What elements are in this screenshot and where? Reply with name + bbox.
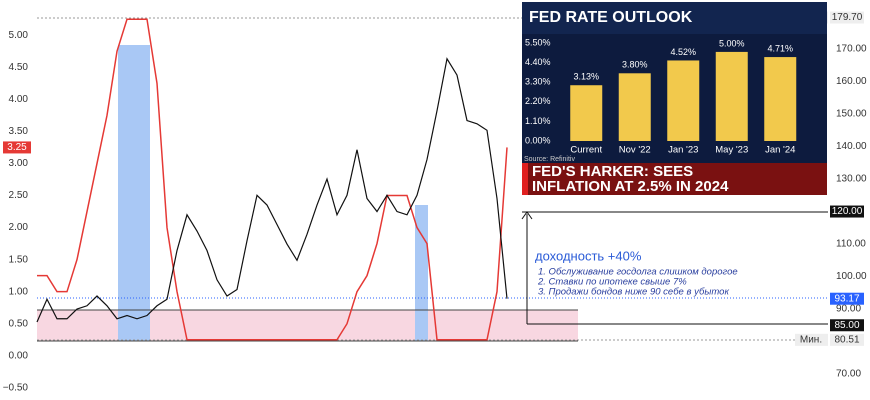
price-badge-label: 85.00 bbox=[834, 320, 859, 331]
y2-tick-label: 70.00 bbox=[836, 369, 861, 380]
inset-x-tick-label: Jan '24 bbox=[765, 145, 795, 156]
y-tick-label: 4.50 bbox=[9, 62, 29, 73]
price-badge-label: 120.00 bbox=[832, 206, 863, 217]
bar bbox=[570, 85, 603, 141]
price-badge bbox=[830, 319, 864, 332]
headline-line: FED'S HARKER: SEES bbox=[532, 163, 693, 180]
inset-source: Source: Refinitiv bbox=[524, 156, 575, 163]
inset-y-tick-label: 2.20% bbox=[525, 96, 551, 106]
y-tick-label: 1.00 bbox=[9, 286, 29, 297]
y2-tick-label: 150.00 bbox=[836, 109, 867, 120]
inset-header bbox=[522, 2, 827, 34]
bar bbox=[667, 60, 700, 141]
plot: −0.50 0.00 0.50 1.00 1.50 2.00 2.50 3.00 3.50 4.0… bbox=[3, 11, 867, 393]
rate-badge-label: 3.25 bbox=[7, 142, 27, 153]
rate-badge bbox=[3, 141, 31, 154]
y2-tick-label: 110.00 bbox=[836, 239, 866, 250]
price-tag-label: Мин. bbox=[800, 334, 822, 345]
inset-y-tick-label: 0.00% bbox=[525, 135, 551, 145]
series-line bbox=[37, 18, 508, 341]
bar-value-label: 4.71% bbox=[767, 43, 793, 53]
annotation-item: 2. Ставки по ипотеке свыше 7% bbox=[537, 277, 687, 288]
bar-value-label: 3.13% bbox=[573, 72, 599, 82]
y2-tick-label: 170.00 bbox=[836, 44, 867, 55]
y-tick-label: 0.50 bbox=[9, 318, 29, 329]
annotation-item: 1. Обслуживание госдолга слишком дорогое bbox=[538, 267, 738, 278]
inset-x-tick-label: Current bbox=[570, 145, 602, 156]
y2-tick-label: 90.00 bbox=[836, 304, 861, 315]
price-badge bbox=[830, 333, 864, 346]
y-tick-label: 3.50 bbox=[9, 126, 29, 137]
series-line bbox=[36, 57, 508, 323]
y-tick-label: 1.50 bbox=[9, 254, 29, 265]
price-badge-label: 179.70 bbox=[832, 12, 863, 23]
price-badge bbox=[830, 292, 864, 305]
inset-x-tick-label: May '23 bbox=[715, 145, 748, 156]
inset-y-tick-label: 1.10% bbox=[525, 116, 551, 126]
inset-y-tick-label: 4.40% bbox=[525, 57, 551, 67]
y-tick-label: −0.50 bbox=[3, 382, 29, 393]
inset-title: FED RATE OUTLOOK bbox=[529, 9, 693, 26]
arrow-head bbox=[521, 211, 533, 220]
inset-y-tick-label: 5.50% bbox=[525, 37, 551, 47]
price-tag bbox=[795, 333, 828, 346]
bar-value-label: 3.80% bbox=[622, 60, 648, 70]
price-badge-label: 80.51 bbox=[834, 334, 859, 345]
bar bbox=[764, 57, 797, 141]
blue-zone bbox=[118, 45, 150, 341]
inset-x-tick-label: Nov '22 bbox=[619, 145, 651, 156]
price-badge bbox=[830, 205, 864, 218]
y-tick-label: 0.00 bbox=[9, 350, 29, 361]
y-tick-label: 2.50 bbox=[9, 190, 29, 201]
y2-tick-label: 130.00 bbox=[836, 174, 867, 185]
inset-y-tick-label: 3.30% bbox=[525, 77, 551, 87]
y-tick-label: 5.00 bbox=[9, 30, 29, 41]
y-tick-label: 4.00 bbox=[9, 94, 29, 105]
headline-line: INFLATION AT 2.5% IN 2024 bbox=[532, 178, 729, 195]
y2-tick-label: 100.00 bbox=[836, 271, 867, 282]
headline-banner bbox=[522, 163, 827, 195]
bar-value-label: 4.52% bbox=[670, 47, 696, 57]
y2-tick-label: 160.00 bbox=[836, 76, 867, 87]
headline-accent bbox=[522, 163, 528, 195]
bar-value-label: 5.00% bbox=[719, 38, 745, 48]
annotation-title: доходность +40% bbox=[535, 248, 642, 263]
y-tick-label: 2.00 bbox=[9, 222, 29, 233]
bar bbox=[618, 73, 651, 141]
price-badge bbox=[830, 11, 864, 24]
bar bbox=[715, 51, 748, 142]
y2-tick-label: 140.00 bbox=[836, 141, 867, 152]
price-badge-label: 93.17 bbox=[834, 293, 859, 304]
inset-chart: FED RATE OUTLOOK 0.00% 1.10% 2.20% 3.30% 4.40… bbox=[524, 9, 797, 195]
y-tick-label: 3.00 bbox=[9, 158, 29, 169]
annotation-item: 3. Продажи бондов ниже 90 себе в убыток bbox=[538, 287, 729, 298]
inset-x-tick-label: Jan '23 bbox=[668, 145, 698, 156]
